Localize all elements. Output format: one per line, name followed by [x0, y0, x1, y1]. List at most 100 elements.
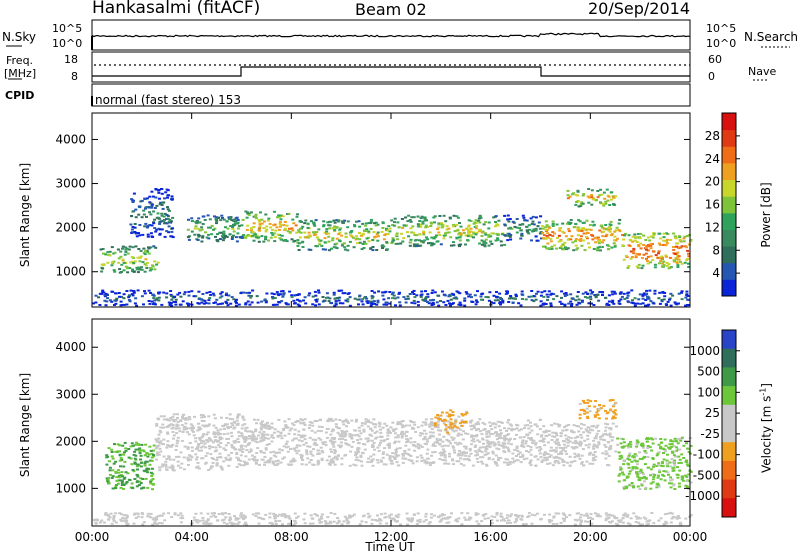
data-cell: [148, 453, 151, 456]
data-cell: [276, 462, 280, 465]
data-cell: [445, 438, 449, 441]
data-cell: [102, 264, 106, 266]
data-cell: [230, 521, 234, 524]
data-cell: [430, 418, 434, 420]
data-cell: [457, 517, 461, 520]
data-cell: [559, 245, 563, 248]
data-cell: [535, 512, 539, 515]
data-cell: [628, 458, 632, 461]
y-tick-label: 4000: [55, 132, 86, 146]
data-cell: [144, 258, 148, 261]
data-cell: [432, 298, 435, 301]
data-cell: [487, 244, 491, 247]
data-cell: [452, 463, 456, 466]
data-cell: [513, 521, 517, 524]
data-cell: [393, 441, 396, 444]
colorbar-segment: [722, 129, 736, 147]
data-cell: [376, 461, 380, 464]
data-cell: [652, 522, 656, 525]
data-cell: [266, 219, 270, 222]
data-cell: [226, 432, 230, 435]
data-cell: [141, 523, 145, 526]
data-cell: [401, 226, 405, 229]
data-cell: [102, 291, 106, 294]
data-cell: [325, 232, 329, 235]
data-cell: [424, 418, 428, 421]
data-cell: [215, 459, 219, 462]
data-cell: [624, 487, 628, 490]
data-cell: [286, 445, 290, 448]
data-cell: [277, 228, 281, 231]
data-cell: [117, 292, 121, 294]
data-cell: [452, 244, 456, 247]
data-cell: [154, 196, 158, 199]
data-cell: [637, 245, 641, 248]
data-cell: [119, 300, 123, 303]
data-cell: [581, 202, 585, 205]
data-cell: [130, 442, 134, 445]
data-cell: [412, 444, 416, 447]
data-cell: [146, 486, 150, 489]
data-cell: [515, 226, 519, 229]
data-cell: [669, 479, 673, 482]
data-cell: [614, 229, 618, 232]
data-cell: [338, 231, 342, 234]
data-cell: [346, 300, 350, 303]
data-cell: [554, 459, 558, 462]
data-cell: [375, 458, 379, 461]
data-cell: [459, 304, 463, 307]
data-cell: [611, 299, 615, 302]
data-cell: [646, 445, 650, 447]
data-cell: [244, 439, 248, 442]
data-cell: [314, 294, 318, 297]
data-cell: [113, 270, 117, 273]
data-cell: [179, 517, 183, 520]
data-cell: [284, 516, 288, 519]
data-cell: [352, 463, 356, 466]
data-cell: [576, 194, 580, 197]
data-cell: [456, 520, 459, 523]
data-cell: [170, 516, 174, 518]
data-cell: [190, 449, 194, 452]
data-cell: [251, 437, 255, 440]
data-cell: [334, 450, 337, 453]
data-cell: [258, 517, 262, 519]
data-cell: [358, 294, 362, 297]
data-cell: [594, 295, 598, 298]
data-cell: [271, 303, 275, 306]
data-cell: [396, 238, 400, 241]
data-cell: [567, 221, 571, 224]
data-cell: [127, 448, 131, 450]
data-cell: [500, 298, 503, 300]
data-cell: [634, 236, 638, 238]
data-cell: [596, 413, 600, 416]
data-cell: [312, 231, 316, 234]
data-cell: [129, 445, 133, 448]
data-cell: [136, 256, 140, 259]
data-cell: [689, 239, 693, 241]
data-cell: [393, 458, 397, 460]
data-cell: [485, 432, 489, 435]
data-cell: [423, 442, 427, 445]
data-cell: [447, 521, 451, 524]
data-cell: [309, 514, 313, 517]
data-cell: [482, 442, 485, 445]
data-cell: [461, 438, 465, 441]
data-cell: [372, 423, 375, 426]
data-cell: [511, 452, 515, 455]
data-cell: [544, 237, 548, 240]
data-cell: [632, 249, 636, 252]
data-cell: [449, 418, 453, 421]
data-cell: [680, 453, 684, 456]
data-cell: [123, 303, 127, 306]
data-cell: [543, 245, 547, 248]
data-cell: [497, 425, 501, 428]
data-cell: [563, 241, 567, 244]
data-cell: [362, 247, 366, 249]
data-cell: [225, 522, 229, 525]
data-cell: [626, 444, 630, 447]
data-cell: [545, 435, 549, 437]
data-cell: [424, 297, 428, 300]
data-cell: [348, 516, 352, 519]
data-cell: [668, 298, 671, 301]
